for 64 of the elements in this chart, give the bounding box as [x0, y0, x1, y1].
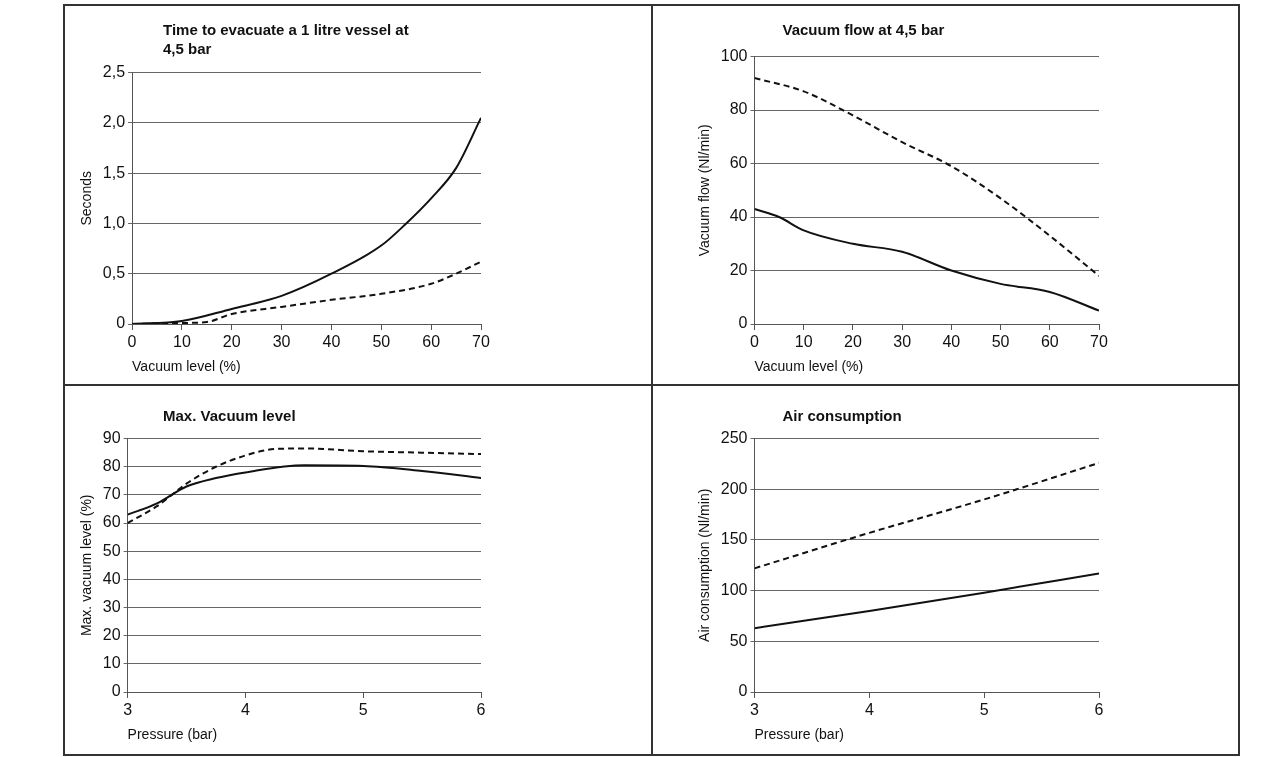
y-tick-label: 80 [729, 100, 748, 118]
y-tick-label: 70 [102, 485, 121, 503]
y-tick-label: 2,5 [102, 63, 126, 81]
x-tick-label: 5 [358, 701, 368, 719]
y-tick-label: 10 [102, 654, 121, 672]
x-tick-label: 20 [843, 333, 862, 351]
x-tick-label: 50 [991, 333, 1010, 351]
chart-title: Vacuum flow at 4,5 bar [782, 20, 946, 39]
y-tick-label: 60 [102, 513, 121, 531]
x-axis-title: Vacuum level (%) [132, 358, 241, 375]
y-tick-label: 100 [720, 581, 748, 599]
y-tick-label: 100 [720, 47, 748, 65]
x-axis-title: Pressure (bar) [127, 726, 218, 743]
y-axis-title: Seconds [78, 171, 95, 226]
y-axis-title: Vacuum flow (Nl/min) [695, 124, 712, 257]
x-tick-label: 0 [127, 333, 137, 351]
y-tick-label: 0 [116, 314, 126, 332]
chart-title: Air consumption [782, 406, 903, 425]
x-tick-label: 70 [472, 333, 490, 351]
y-tick-label: 90 [102, 429, 121, 447]
x-axis-title: Vacuum level (%) [754, 358, 863, 375]
y-tick-label: 50 [102, 541, 121, 559]
x-tick-label: 30 [892, 333, 911, 351]
x-tick-label: 60 [422, 333, 441, 351]
y-tick-label: 20 [102, 626, 121, 644]
chart-title: Max. Vacuum level [163, 406, 297, 425]
y-axis-title: Max. vacuum level (%) [78, 494, 95, 637]
x-tick-label: 50 [372, 333, 391, 351]
y-tick-label: 0,5 [102, 264, 126, 282]
y-tick-label: 80 [102, 457, 121, 475]
y-tick-label: 40 [102, 569, 121, 587]
x-tick-label: 30 [272, 333, 291, 351]
y-tick-label: 50 [729, 631, 748, 649]
y-tick-label: 30 [102, 597, 121, 615]
y-tick-label: 0 [111, 682, 121, 700]
y-tick-label: 0 [738, 314, 748, 332]
y-tick-label: 250 [720, 429, 748, 447]
y-tick-label: 150 [720, 530, 748, 548]
x-tick-label: 6 [476, 701, 486, 719]
x-tick-label: 10 [794, 333, 813, 351]
y-axis-title: Air consumption (Nl/min) [695, 488, 712, 642]
y-tick-label: 20 [729, 260, 748, 278]
x-tick-label: 60 [1040, 333, 1059, 351]
x-tick-label: 0 [749, 333, 759, 351]
x-tick-label: 5 [979, 701, 989, 719]
x-tick-label: 40 [322, 333, 341, 351]
x-tick-label: 6 [1094, 701, 1104, 719]
y-tick-label: 60 [729, 153, 748, 171]
y-tick-label: 1,0 [102, 213, 126, 231]
x-axis-title: Pressure (bar) [754, 726, 844, 743]
y-tick-label: 1,5 [102, 163, 126, 181]
x-tick-label: 3 [749, 701, 759, 719]
x-tick-label: 70 [1089, 333, 1108, 351]
y-tick-label: 2,0 [102, 113, 126, 131]
y-tick-label: 0 [738, 682, 748, 700]
chart-title: Time to evacuate a 1 litre vessel at 4,5 bar [163, 20, 410, 58]
x-tick-label: 4 [240, 701, 250, 719]
x-tick-label: 40 [941, 333, 960, 351]
x-tick-label: 4 [864, 701, 874, 719]
y-tick-label: 200 [720, 479, 748, 497]
y-tick-label: 40 [729, 207, 748, 225]
x-tick-label: 20 [222, 333, 241, 351]
x-tick-label: 3 [123, 701, 133, 719]
x-tick-label: 10 [172, 333, 191, 351]
